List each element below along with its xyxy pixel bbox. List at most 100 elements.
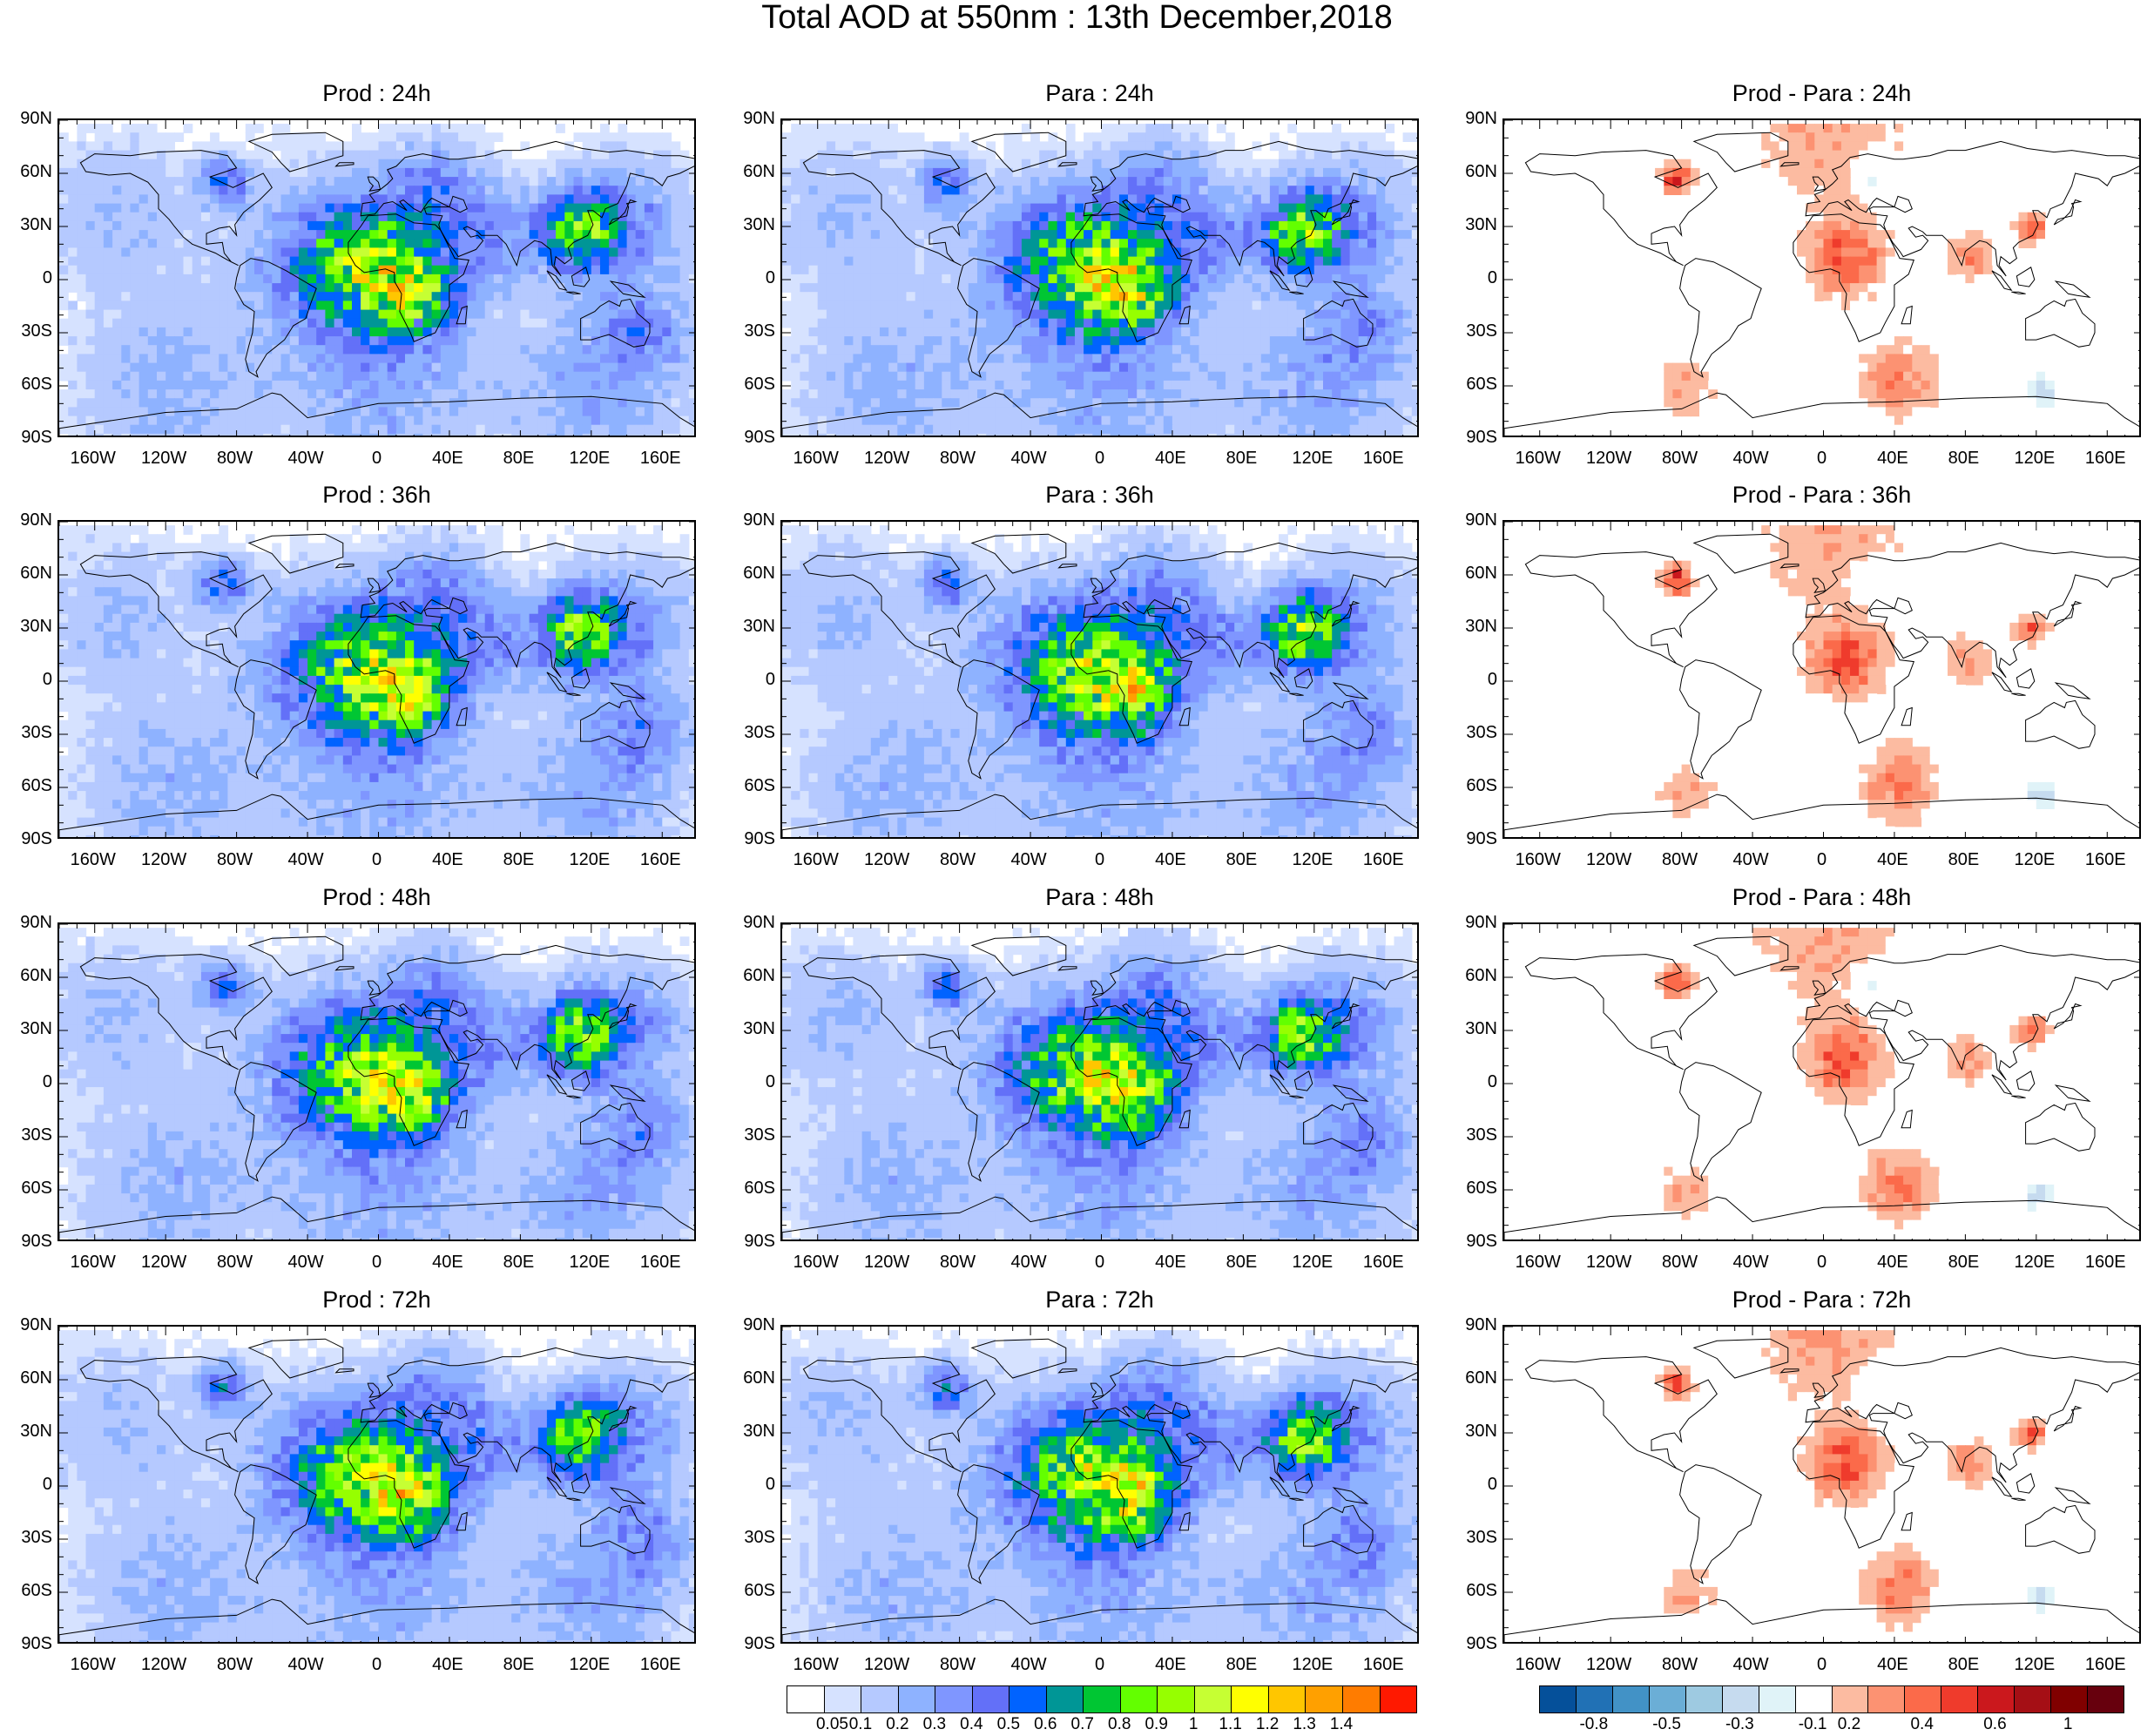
lat-tick-label: 30N: [3, 1422, 52, 1440]
axis-ticks: [782, 1327, 1417, 1642]
lon-tick-label: 160W: [786, 1656, 847, 1673]
field-shading: [782, 525, 1417, 837]
lon-tick-label: 160E: [1353, 1253, 1414, 1271]
lat-tick-label: 60N: [3, 564, 52, 582]
panel-title-prod-24h: Prod : 24h: [57, 80, 696, 106]
aod-colorbar-label: 1.1: [1205, 1716, 1257, 1733]
lat-tick-label: 0: [3, 1073, 52, 1091]
lat-tick-label: 0: [726, 269, 775, 287]
lon-tick-label: 80E: [488, 1253, 549, 1271]
lon-tick-label: 80W: [205, 1253, 266, 1271]
lon-tick-label: 160W: [1508, 851, 1569, 868]
lat-tick-label: 60S: [726, 1179, 775, 1197]
lon-tick-label: 120W: [856, 449, 917, 467]
lat-tick-label: 90S: [726, 429, 775, 446]
coastlines: [59, 936, 694, 1240]
lon-tick-label: 80W: [205, 851, 266, 868]
lon-tick-label: 80E: [488, 1656, 549, 1673]
lon-tick-label: 40E: [1862, 449, 1923, 467]
map-canvas: [782, 120, 1417, 436]
lon-tick-label: 40W: [275, 1656, 336, 1673]
lat-tick-label: 90N: [3, 1316, 52, 1334]
lon-tick-label: 40W: [998, 851, 1059, 868]
aod-colorbar-label: 0.2: [871, 1716, 923, 1733]
aod-colorbar-label: 1.3: [1279, 1716, 1331, 1733]
lon-tick-label: 120E: [559, 851, 620, 868]
lon-tick-label: 160W: [63, 851, 124, 868]
map-panel-para-48h: [780, 922, 1419, 1241]
coastlines: [59, 533, 694, 837]
panel-title-diff-48h: Prod - Para : 48h: [1502, 884, 2141, 910]
colorbar-swatch: [1046, 1686, 1084, 1712]
colorbar-swatch: [1978, 1686, 2016, 1712]
lat-tick-label: 30N: [726, 1422, 775, 1440]
lat-tick-label: 90N: [3, 511, 52, 529]
lat-tick-label: 60S: [3, 777, 52, 794]
lon-tick-label: 120W: [133, 1253, 194, 1271]
aod-colorbar-label: 0.4: [945, 1716, 997, 1733]
aod-colorbar-label: 0.9: [1131, 1716, 1183, 1733]
colorbar-swatch: [898, 1686, 936, 1712]
lat-tick-label: 0: [3, 1476, 52, 1493]
lat-tick-label: 30N: [1448, 618, 1497, 635]
lat-tick-label: 30S: [726, 322, 775, 340]
lat-tick-label: 90N: [726, 110, 775, 127]
lat-tick-label: 90S: [1448, 830, 1497, 848]
lat-tick-label: 90S: [726, 830, 775, 848]
lat-tick-label: 90N: [1448, 110, 1497, 127]
panel-title-para-72h: Para : 72h: [780, 1287, 1419, 1313]
lon-tick-label: 40E: [1862, 1656, 1923, 1673]
colorbar-swatch: [1268, 1686, 1307, 1712]
coastlines: [59, 132, 694, 436]
lat-tick-label: 90N: [3, 914, 52, 931]
axis-ticks: [59, 924, 694, 1240]
panel-title-diff-36h: Prod - Para : 36h: [1502, 482, 2141, 508]
colorbar-swatch: [1612, 1686, 1650, 1712]
lon-tick-label: 160W: [1508, 449, 1569, 467]
map-canvas: [1504, 1327, 2139, 1642]
lat-tick-label: 60S: [3, 375, 52, 393]
lat-tick-label: 0: [3, 671, 52, 688]
lon-tick-label: 120W: [1578, 1656, 1639, 1673]
lat-tick-label: 30N: [726, 1020, 775, 1037]
map-canvas: [782, 924, 1417, 1240]
map-canvas: [1504, 924, 2139, 1240]
lon-tick-label: 160W: [786, 1253, 847, 1271]
coastlines: [1504, 132, 2139, 436]
lon-tick-label: 160E: [630, 1656, 691, 1673]
diff-colorbar-label: 0.6: [1968, 1716, 2021, 1733]
map-panel-para-72h: [780, 1325, 1419, 1644]
lon-tick-label: 120E: [1282, 1656, 1343, 1673]
field-shading: [59, 124, 694, 436]
lon-tick-label: 80E: [1933, 449, 1994, 467]
lat-tick-label: 60N: [1448, 564, 1497, 582]
lon-tick-label: 120E: [1282, 851, 1343, 868]
colorbar-swatch: [1380, 1686, 1417, 1712]
lon-tick-label: 120E: [1282, 449, 1343, 467]
lat-tick-label: 60N: [3, 967, 52, 984]
lon-tick-label: 120E: [559, 449, 620, 467]
lat-tick-label: 90S: [726, 1635, 775, 1652]
colorbar-swatch: [1795, 1686, 1833, 1712]
lat-tick-label: 60N: [726, 163, 775, 180]
map-panel-prod-48h: [57, 922, 696, 1241]
colorbar-swatch: [1009, 1686, 1047, 1712]
lat-tick-label: 30N: [1448, 1020, 1497, 1037]
colorbar-swatch: [1576, 1686, 1613, 1712]
lon-tick-label: 120E: [559, 1253, 620, 1271]
field-shading: [1655, 1330, 2055, 1641]
colorbar-swatch: [824, 1686, 862, 1712]
map-panel-prod-24h: [57, 118, 696, 437]
colorbar-swatch: [1868, 1686, 1906, 1712]
lon-tick-label: 160W: [786, 449, 847, 467]
lon-tick-label: 80W: [1650, 1656, 1711, 1673]
aod-colorbar: [787, 1685, 1417, 1713]
lon-tick-label: 0: [1792, 851, 1853, 868]
axis-ticks: [1504, 1327, 2139, 1642]
lon-tick-label: 40W: [275, 1253, 336, 1271]
lon-tick-label: 0: [347, 1253, 408, 1271]
map-panel-para-36h: [780, 520, 1419, 839]
diff-colorbar-label: 0.4: [1896, 1716, 1948, 1733]
lat-tick-label: 60S: [1448, 777, 1497, 794]
lon-tick-label: 0: [1792, 449, 1853, 467]
